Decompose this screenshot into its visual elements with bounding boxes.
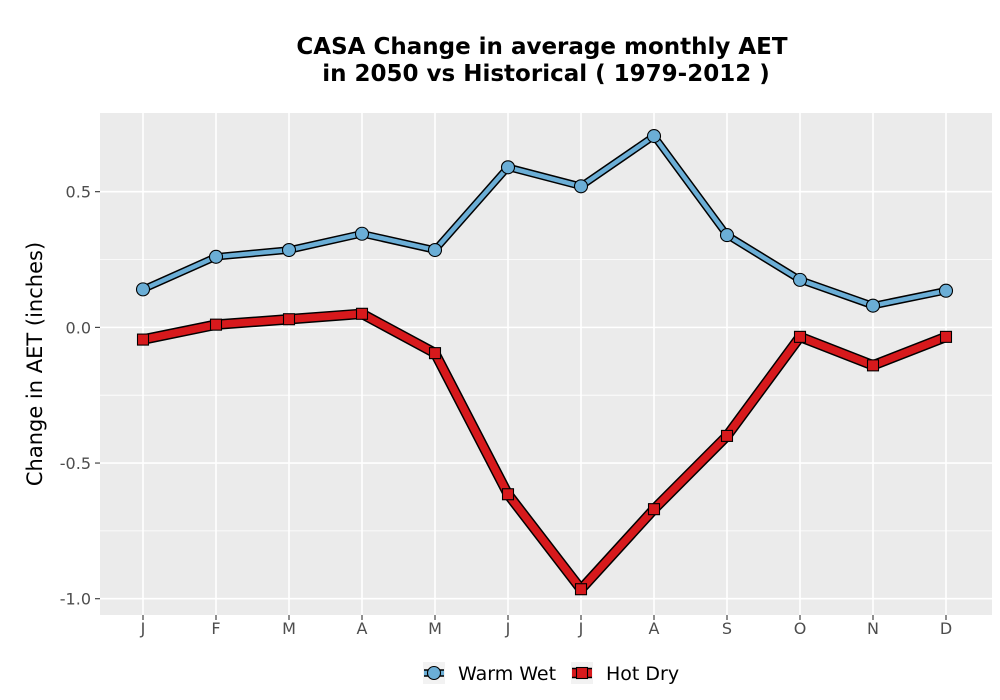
x-tick-label: A: [649, 619, 660, 638]
data-point: [136, 333, 150, 346]
data-point: [282, 313, 296, 326]
legend: Warm Wet Hot Dry: [423, 662, 679, 685]
data-point: [135, 282, 151, 297]
legend-item-warm-wet: Warm Wet: [423, 662, 556, 685]
x-tick-label: J: [505, 619, 511, 638]
data-point: [355, 307, 369, 320]
data-point: [428, 347, 442, 360]
y-tick-label: -0.5: [60, 454, 91, 473]
x-tick-label: J: [140, 619, 146, 638]
y-axis-title: Change in AET (inches): [23, 242, 47, 486]
data-point: [573, 179, 589, 194]
plot-panel: [100, 113, 992, 615]
data-point: [208, 249, 224, 264]
data-point: [647, 503, 661, 516]
chart-title-line-1: CASA Change in average monthly AET: [296, 34, 787, 60]
data-point: [719, 228, 735, 243]
major-gridlines: [100, 113, 992, 615]
x-tick-label: A: [357, 619, 368, 638]
y-tick-label: 0.0: [66, 318, 91, 337]
data-point: [939, 330, 953, 343]
series-hot-dry: [136, 307, 953, 596]
series-line: [142, 133, 947, 308]
x-tick-label: D: [940, 619, 952, 638]
y-tick-label: -1.0: [60, 590, 91, 609]
data-point: [792, 272, 808, 287]
x-tick-label: M: [282, 619, 296, 638]
y-tick-label: 0.5: [66, 183, 91, 202]
data-point: [865, 298, 881, 313]
x-tick-label: N: [867, 619, 879, 638]
x-tick-label: S: [722, 619, 732, 638]
series-warm-wet: [135, 129, 954, 313]
chart-title-line-2: in 2050 vs Historical ( 1979-2012 ): [322, 61, 769, 87]
legend-key-marker: [426, 665, 442, 681]
minor-gridlines: [100, 259, 992, 532]
data-point: [501, 488, 515, 501]
x-tick-label: J: [578, 619, 584, 638]
data-point: [793, 330, 807, 343]
data-point: [354, 226, 370, 241]
data-point: [574, 583, 588, 596]
data-point: [500, 160, 516, 175]
series-line: [142, 310, 948, 593]
y-axis: -1.0 -0.5 0.0 0.5: [60, 183, 100, 609]
legend-item-hot-dry: Hot Dry: [571, 662, 679, 685]
data-point: [866, 359, 880, 372]
data-point: [209, 318, 223, 331]
x-tick-label: M: [428, 619, 442, 638]
x-tick-label: O: [794, 619, 807, 638]
legend-key-marker: [575, 666, 589, 680]
series-layer: [135, 129, 954, 596]
legend-label: Hot Dry: [606, 663, 679, 685]
data-point: [646, 129, 662, 144]
legend-label: Warm Wet: [458, 663, 556, 685]
data-point: [427, 242, 443, 258]
data-point: [281, 242, 297, 258]
data-point: [938, 283, 954, 298]
data-point: [720, 429, 734, 442]
x-tick-label: F: [211, 619, 220, 638]
